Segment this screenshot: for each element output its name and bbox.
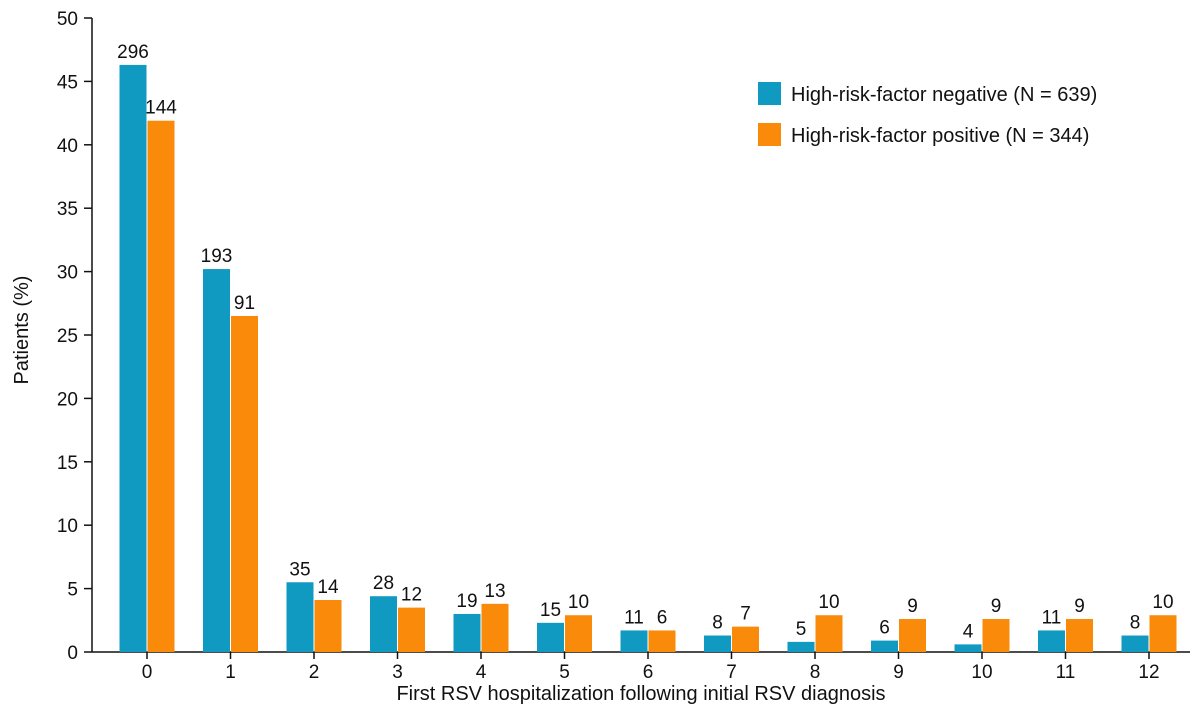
x-axis-title: First RSV hospitalization following init… <box>396 683 885 705</box>
y-tick-label: 0 <box>67 643 78 664</box>
bar-value-label: 28 <box>373 573 394 594</box>
legend-label-negative: High-risk-factor negative (N = 639) <box>791 84 1097 106</box>
bar-negative <box>704 635 731 652</box>
bar-value-label: 13 <box>484 581 505 602</box>
x-ticks: 0 1 2 3 4 5 6 7 8 9 10 11 12 <box>142 652 1160 683</box>
bar-positive <box>481 603 509 652</box>
legend-swatch-positive <box>758 123 781 146</box>
bar-negative <box>620 630 648 652</box>
y-tick-label: 50 <box>57 9 78 30</box>
y-tick-label: 40 <box>57 136 78 157</box>
bar-value-label: 296 <box>117 42 149 63</box>
bar-value-label: 91 <box>234 293 255 314</box>
bars <box>119 64 1177 652</box>
bar-negative <box>203 269 230 652</box>
bar-positive <box>899 619 926 652</box>
x-tick-label: 9 <box>893 662 904 683</box>
bar-value-label: 9 <box>907 596 918 617</box>
legend-swatch-negative <box>758 82 781 105</box>
bar-negative <box>787 641 815 652</box>
x-tick-label: 12 <box>1138 662 1159 683</box>
x-tick-label: 1 <box>225 662 236 683</box>
y-tick-label: 45 <box>57 72 78 93</box>
bar-negative <box>537 622 564 652</box>
y-tick-label: 10 <box>57 516 78 537</box>
y-tick-label: 5 <box>67 580 78 601</box>
y-ticks: 0 5 10 15 20 25 30 35 40 45 50 <box>57 9 92 664</box>
bar-positive <box>398 607 425 652</box>
x-tick-label: 11 <box>1056 662 1076 683</box>
bar-value-label: 12 <box>401 585 422 606</box>
bar-positive <box>982 619 1010 652</box>
bar-negative <box>453 613 481 652</box>
bar-value-label: 14 <box>317 577 339 598</box>
bar-positive <box>565 615 592 652</box>
bar-positive <box>1149 615 1177 652</box>
bar-negative <box>286 582 314 652</box>
bar-value-label: 6 <box>879 618 890 639</box>
bar-positive <box>147 120 175 652</box>
bar-negative <box>370 596 397 652</box>
bar-value-label: 144 <box>145 98 177 119</box>
bar-value-label: 8 <box>712 613 723 634</box>
bar-value-label: 5 <box>796 619 807 640</box>
x-tick-label: 10 <box>971 662 992 683</box>
bar-positive <box>314 600 342 652</box>
bar-positive <box>815 615 843 652</box>
bar-value-label: 4 <box>963 621 974 642</box>
bar-negative <box>1038 630 1065 652</box>
bar-value-label: 19 <box>456 591 477 612</box>
bar-value-label: 10 <box>568 592 589 613</box>
bar-positive <box>1066 619 1093 652</box>
x-tick-label: 6 <box>643 662 654 683</box>
x-tick-label: 7 <box>726 662 737 683</box>
y-tick-label: 15 <box>57 453 78 474</box>
bar-value-label: 11 <box>624 607 644 628</box>
bar-value-label: 10 <box>818 592 839 613</box>
bar-positive <box>732 626 759 652</box>
y-tick-label: 30 <box>57 263 78 284</box>
bar-positive <box>231 315 258 652</box>
bar-value-label: 10 <box>1152 592 1173 613</box>
y-tick-label: 35 <box>57 199 78 220</box>
x-tick-label: 3 <box>392 662 403 683</box>
x-tick-label: 8 <box>810 662 821 683</box>
bar-value-label: 35 <box>289 559 310 580</box>
legend: High-risk-factor negative (N = 639) High… <box>758 82 1097 147</box>
x-tick-label: 2 <box>309 662 320 683</box>
bar-value-label: 15 <box>540 600 561 621</box>
y-tick-label: 20 <box>57 389 78 410</box>
y-tick-label: 25 <box>57 326 78 347</box>
bar-value-label: 9 <box>991 596 1002 617</box>
bar-negative <box>119 64 147 652</box>
bar-value-label: 6 <box>657 607 668 628</box>
bar-labels: 296 193 35 28 19 15 11 8 5 6 4 11 8 144 91 14 12 13 10 6 7 10… <box>117 42 1173 642</box>
bar-negative <box>1121 635 1149 652</box>
bar-positive <box>648 630 676 652</box>
bar-negative <box>871 640 898 652</box>
bar-value-label: 8 <box>1130 613 1141 634</box>
bar-value-label: 11 <box>1042 607 1062 628</box>
bar-value-label: 7 <box>740 604 751 625</box>
x-tick-label: 4 <box>476 662 487 683</box>
x-tick-label: 5 <box>559 662 570 683</box>
y-axis-title: Patients (%) <box>11 276 33 385</box>
bar-value-label: 193 <box>201 246 233 267</box>
bar-value-label: 9 <box>1074 596 1085 617</box>
legend-label-positive: High-risk-factor positive (N = 344) <box>791 125 1089 147</box>
bar-negative <box>954 644 982 652</box>
x-tick-label: 0 <box>142 662 153 683</box>
